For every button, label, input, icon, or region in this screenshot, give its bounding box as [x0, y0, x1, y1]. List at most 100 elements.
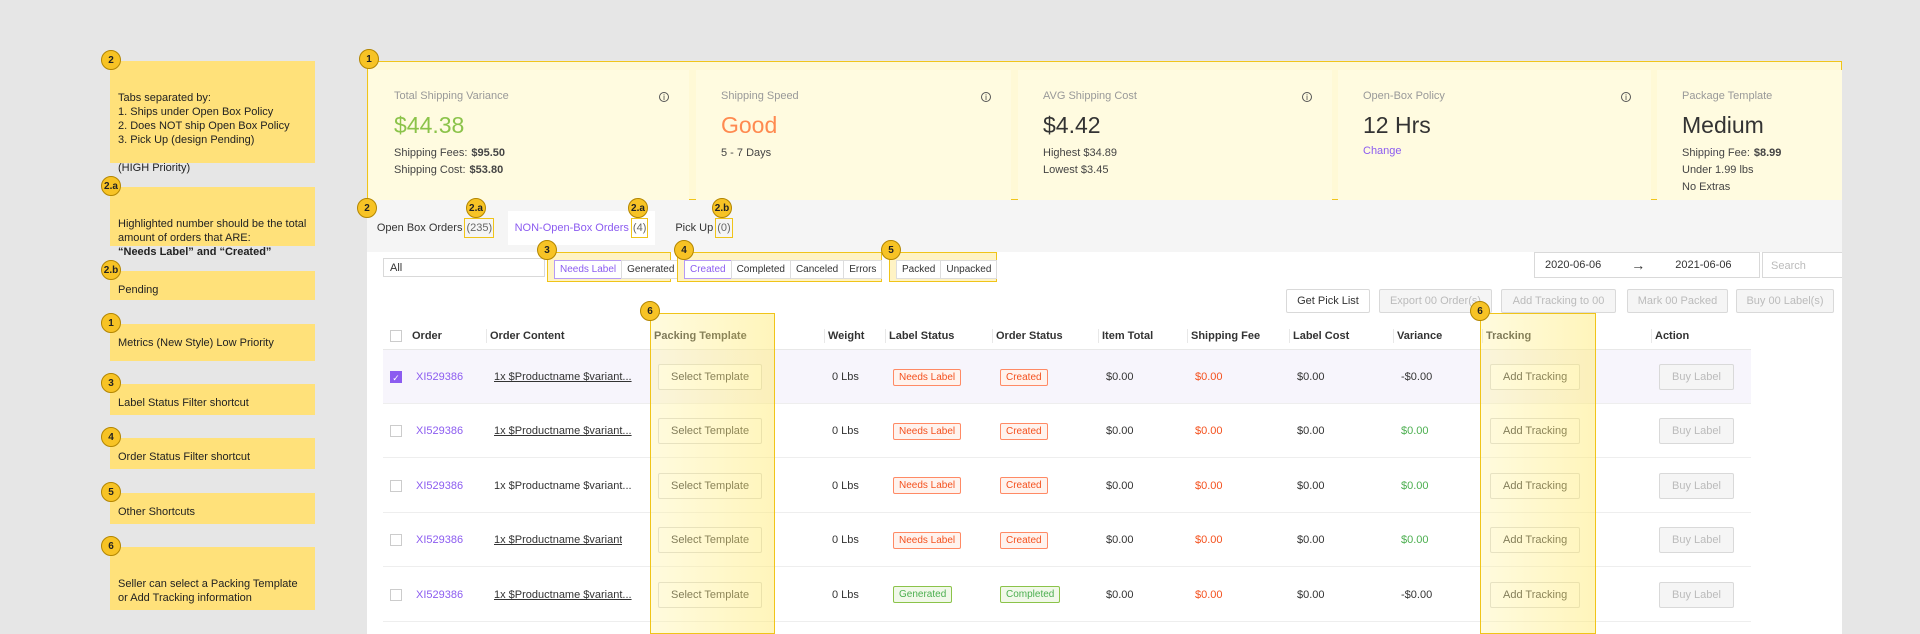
sticky-note: Seller can select a Packing Template or …: [110, 547, 315, 610]
action-button: Add Tracking to 00: [1501, 289, 1616, 313]
status-tag: Created: [1000, 368, 1048, 386]
row-checkbox[interactable]: ✓: [390, 371, 402, 383]
table-cell: 1x $Productname $variant: [494, 513, 642, 567]
note-line: Tabs separated by:: [118, 92, 211, 104]
action-button[interactable]: Get Pick List: [1286, 289, 1370, 313]
column-header: Weight: [828, 330, 865, 342]
search-box[interactable]: Search: [1762, 252, 1842, 278]
table-cell: Select Template: [658, 513, 816, 567]
table-cell: Buy Label: [1659, 568, 1743, 622]
row-checkbox[interactable]: [390, 479, 402, 492]
table-row: [383, 459, 1751, 513]
filter-pill[interactable]: Errors: [843, 260, 883, 279]
row-button[interactable]: Add Tracking: [1490, 472, 1581, 499]
metric-label: AVG Shipping Cost: [1043, 90, 1137, 102]
metric-card: Package Template Medium Shipping Fee: $8.99…: [1657, 70, 1842, 200]
row-button[interactable]: Add Tracking: [1490, 364, 1581, 390]
filter-pill[interactable]: Needs Label: [554, 260, 623, 279]
cell-text: 0 Lbs: [832, 425, 859, 438]
cell-text: $0.00: [1297, 425, 1325, 438]
table-cell: Select Template: [658, 459, 816, 513]
row-checkbox[interactable]: [390, 588, 402, 601]
metric-detail: Under 1.99 lbs: [1682, 162, 1817, 179]
cell-text[interactable]: XI529386: [416, 588, 464, 601]
status-tag: Needs Label: [893, 477, 962, 495]
detail-text: Highest $34.89: [1043, 147, 1117, 159]
table-cell: Select Template: [658, 404, 816, 458]
column-header: Item Total: [1102, 330, 1154, 342]
badge: 6: [101, 536, 121, 556]
filter-group: Needs Label Generated: [547, 252, 681, 282]
filter-pill[interactable]: Generated: [621, 260, 681, 279]
metric-value: 12 Hrs: [1363, 112, 1431, 138]
table-cell: XI529386: [416, 350, 478, 404]
row-button[interactable]: Add Tracking: [1490, 527, 1581, 554]
filter-pill[interactable]: Completed: [730, 260, 791, 279]
tab[interactable]: Open Box Orders (235): [369, 211, 502, 245]
row-button[interactable]: Select Template: [658, 472, 763, 499]
action-button: Buy 00 Label(s): [1736, 289, 1834, 313]
row-button[interactable]: Select Template: [658, 418, 763, 445]
cell-text[interactable]: XI529386: [416, 425, 464, 438]
table-cell: XI529386: [416, 404, 478, 458]
filter-pill[interactable]: Unpacked: [940, 260, 998, 279]
table-cell: $0.00: [1106, 513, 1179, 567]
filter-pill[interactable]: Packed: [896, 260, 942, 279]
tab[interactable]: Pick Up (0): [660, 211, 748, 245]
row-button[interactable]: Select Template: [658, 581, 763, 608]
cell-text[interactable]: XI529386: [416, 534, 464, 547]
cell-text[interactable]: XI529386: [416, 479, 464, 492]
filter-pill[interactable]: Created: [684, 260, 732, 279]
sticky-note: Other Shortcuts: [110, 493, 315, 524]
note-line: 2. Does NOT ship Open Box Policy: [118, 120, 290, 132]
tab[interactable]: NON-Open-Box Orders (4): [508, 211, 655, 245]
table-cell: Created: [1000, 459, 1090, 513]
status-tag: Created: [1000, 422, 1048, 440]
table-cell: -$0.00: [1401, 568, 1474, 622]
tab-label: Pick Up: [675, 222, 714, 234]
metric-value: Good: [721, 112, 778, 138]
note-line: Seller can select a Packing Template or …: [118, 578, 298, 604]
table-cell: XI529386: [416, 513, 478, 567]
table-cell: -$0.00: [1401, 350, 1474, 404]
cell-text: $0.00: [1195, 425, 1223, 438]
row-checkbox[interactable]: [390, 425, 402, 438]
cell-text: $0.00: [1195, 371, 1223, 383]
filter-select[interactable]: All: [383, 258, 545, 277]
date-range[interactable]: 2020-06-06 → 2021-06-06: [1534, 252, 1760, 278]
row-button[interactable]: Select Template: [658, 527, 763, 554]
table-cell: Add Tracking: [1490, 459, 1643, 513]
badge: 1: [101, 313, 121, 333]
table-cell: $0.00: [1401, 404, 1474, 458]
column-divider: [1289, 329, 1290, 343]
cell-text: 1x $Productname $variant...: [494, 425, 632, 438]
sticky-note: Order Status Filter shortcut: [110, 438, 315, 469]
metric-card: Total Shipping Variance $44.38 Shipping Fe…: [369, 70, 689, 200]
table-cell: $0.00: [1297, 568, 1385, 622]
column-header: Label Status: [889, 330, 955, 342]
metric-value: Medium: [1682, 112, 1764, 138]
action-button: Mark 00 Packed: [1627, 289, 1728, 313]
row-checkbox[interactable]: [390, 534, 402, 547]
table-cell: 1x $Productname $variant...: [494, 404, 642, 458]
badge: 5: [101, 482, 121, 502]
column-divider: [824, 329, 825, 343]
note-line: Metrics (New Style) Low Priority: [118, 337, 274, 349]
table-cell: XI529386: [416, 459, 478, 513]
header-checkbox[interactable]: [390, 330, 402, 342]
cell-text[interactable]: XI529386: [416, 371, 464, 383]
row-button[interactable]: Add Tracking: [1490, 418, 1581, 445]
detail-value: $95.50: [471, 147, 506, 159]
row-button[interactable]: Select Template: [658, 364, 763, 390]
cell-text: $0.00: [1297, 479, 1325, 492]
table-cell: Buy Label: [1659, 459, 1743, 513]
annotation-badge: 2.a: [466, 198, 486, 218]
table-cell: Add Tracking: [1490, 568, 1643, 622]
filter-pill[interactable]: Canceled: [789, 260, 845, 279]
date-arrow: →: [1631, 257, 1646, 273]
row-button[interactable]: Add Tracking: [1490, 581, 1581, 608]
metric-detail: Shipping Fee: $8.99: [1682, 145, 1817, 162]
table-cell: $0.00: [1297, 404, 1385, 458]
metric-link[interactable]: Change: [1363, 145, 1402, 157]
